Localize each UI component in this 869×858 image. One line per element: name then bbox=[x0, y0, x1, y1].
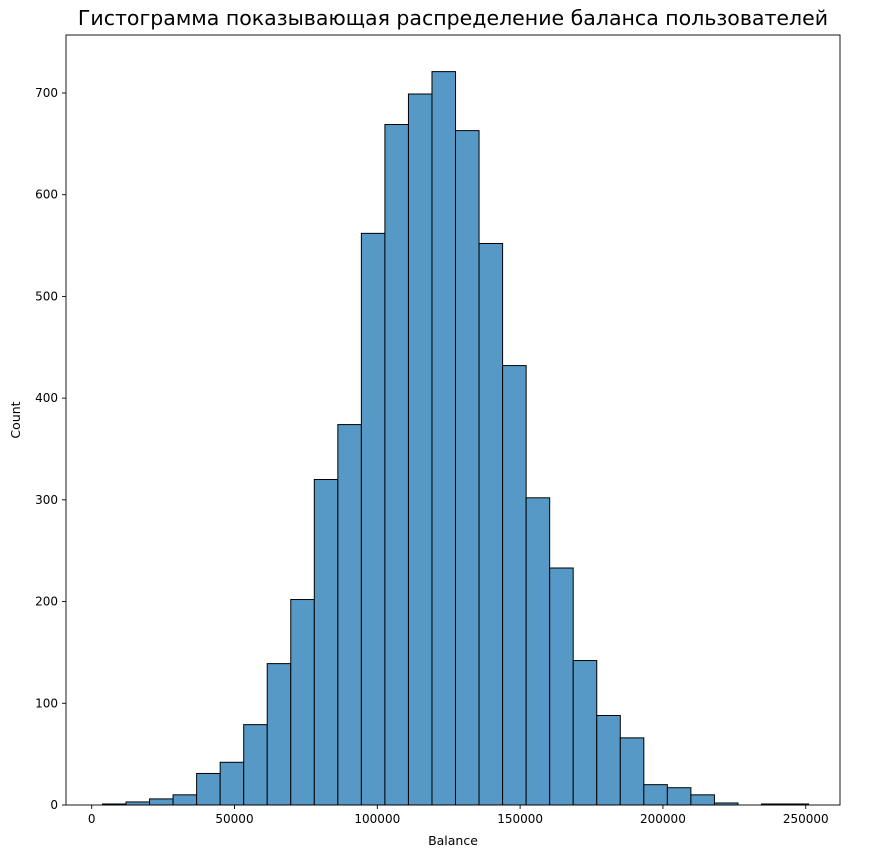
y-tick-label: 200 bbox=[35, 595, 58, 609]
y-axis: 0 100 200 300 400 500 600 700 bbox=[35, 86, 66, 812]
x-tick-label: 150000 bbox=[497, 812, 543, 826]
y-tick-label: 400 bbox=[35, 391, 58, 405]
histogram-bar bbox=[619, 737, 645, 806]
x-tick-label: 250000 bbox=[783, 812, 829, 826]
histogram-bar bbox=[290, 599, 315, 806]
histogram-bar bbox=[219, 761, 245, 806]
histogram-bar bbox=[360, 232, 386, 806]
histogram-bar bbox=[172, 794, 198, 806]
x-axis: 0 50000 100000 150000 200000 250000 bbox=[88, 805, 829, 826]
histogram-bar bbox=[125, 801, 151, 806]
plot-frame bbox=[65, 34, 841, 806]
histogram-bar bbox=[455, 130, 480, 806]
x-tick-label: 0 bbox=[88, 812, 96, 826]
x-tick-label: 50000 bbox=[215, 812, 253, 826]
y-tick-label: 600 bbox=[35, 188, 58, 202]
histogram-bar bbox=[243, 724, 268, 806]
y-tick-label: 100 bbox=[35, 696, 58, 710]
histogram-bar bbox=[313, 479, 339, 806]
x-axis-label: Balance bbox=[428, 833, 478, 848]
histogram-bar bbox=[407, 93, 433, 806]
chart-title: Гистограмма показывающая распределение б… bbox=[77, 6, 829, 30]
histogram-bar bbox=[643, 784, 668, 806]
x-tick-label: 200000 bbox=[640, 812, 686, 826]
histogram-bar bbox=[149, 798, 174, 806]
histogram-bar bbox=[431, 71, 457, 806]
histogram-bar bbox=[196, 772, 221, 806]
y-tick-label: 0 bbox=[50, 798, 58, 812]
histogram-bar bbox=[384, 124, 409, 806]
histogram-bar bbox=[596, 714, 621, 806]
histogram-bar bbox=[266, 663, 292, 806]
histogram-bar bbox=[666, 787, 692, 806]
y-tick-label: 300 bbox=[35, 493, 58, 507]
histogram-bars bbox=[101, 71, 810, 806]
histogram-bar bbox=[502, 365, 527, 806]
y-tick-label: 500 bbox=[35, 289, 58, 303]
x-tick-label: 100000 bbox=[354, 812, 400, 826]
histogram-bar bbox=[337, 424, 362, 806]
histogram-bar bbox=[478, 243, 504, 806]
histogram-bar bbox=[549, 567, 574, 806]
histogram-bar bbox=[525, 497, 551, 806]
y-axis-label: Count bbox=[8, 401, 23, 438]
histogram-bar bbox=[690, 794, 715, 806]
y-tick-label: 700 bbox=[35, 86, 58, 100]
histogram-bar bbox=[572, 660, 598, 806]
